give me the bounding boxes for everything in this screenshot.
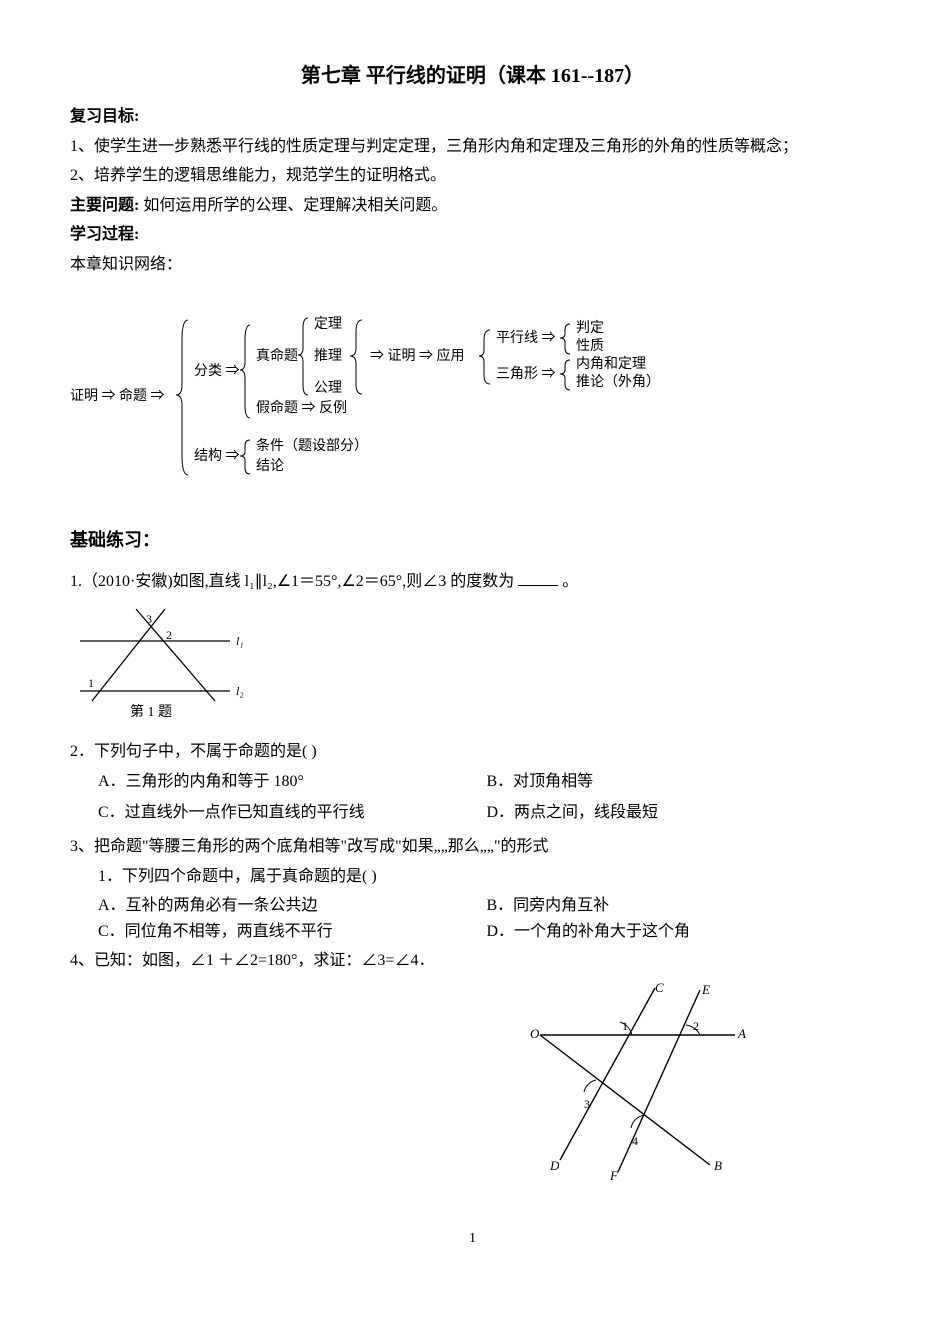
- q4-O: O: [530, 1026, 540, 1041]
- tree-tuilun-wai: 推论（外角）: [576, 374, 660, 390]
- tree-proof-apply: ⇒ 证明 ⇒ 应用: [370, 347, 465, 364]
- practice-header: 基础练习：: [70, 526, 875, 555]
- q3-row1: A．互补的两角必有一条公共边 B．同旁内角互补: [70, 893, 875, 919]
- q4-F: F: [609, 1168, 619, 1180]
- q2-row1: A．三角形的内角和等于 180° B．对顶角相等: [70, 769, 875, 795]
- knowledge-tree-diagram: 证明 ⇒ 命题 ⇒ 分类 ⇒ 真命题 定理 推理 公理 ⇒ 证明 ⇒ 应用 平行…: [70, 290, 875, 509]
- process-header: 学习过程:: [70, 222, 875, 248]
- tree-xingzhi: 性质: [576, 338, 604, 354]
- tree-triangle: 三角形 ⇒: [496, 366, 556, 382]
- tree-parallel: 平行线 ⇒: [496, 330, 556, 346]
- tree-dingli: 定理: [314, 316, 342, 332]
- q4-a1: 1: [622, 1019, 628, 1033]
- tree-false-prop: 假命题 ⇒ 反例: [256, 399, 347, 416]
- tree-fenlei: 分类 ⇒: [194, 363, 240, 379]
- process-text: 本章知识网络：: [70, 252, 875, 278]
- main-question-text: 如何运用所学的公理、定理解决相关问题。: [143, 197, 447, 214]
- q1-text: 1.（2010·安徽)如图,直线 l₁∥l₂,∠1＝55°,∠2＝65°,则∠3…: [70, 573, 514, 590]
- q3-A: A．互补的两角必有一条公共边: [98, 893, 487, 919]
- q4-D: D: [549, 1158, 560, 1173]
- q1-angle1: 1: [88, 676, 94, 690]
- q4-figure: O A B C D E F 1 2 3 4: [500, 980, 875, 1189]
- tree-root: 证明 ⇒ 命题 ⇒: [70, 387, 165, 404]
- q2-C: C．过直线外一点作已知直线的平行线: [98, 800, 487, 826]
- tree-tuilun: 推理: [314, 348, 342, 364]
- tree-jielun: 结论: [256, 458, 284, 474]
- q4-A: A: [737, 1026, 746, 1041]
- page-number: 1: [70, 1228, 875, 1250]
- main-question: 主要问题: 如何运用所学的公理、定理解决相关问题。: [70, 193, 875, 219]
- q2-stem: 2．下列句子中，不属于命题的是( ): [70, 739, 875, 765]
- q4-a2: 2: [693, 1019, 699, 1033]
- goal-2: 2、培养学生的逻辑思维能力，规范学生的证明格式。: [70, 163, 875, 189]
- main-question-label: 主要问题:: [70, 197, 139, 214]
- q4-a4: 4: [632, 1134, 638, 1148]
- q2-A: A．三角形的内角和等于 180°: [98, 769, 487, 795]
- q3-D: D．一个角的补角大于这个角: [487, 919, 876, 945]
- tree-gongli: 公理: [314, 381, 342, 396]
- q1-l1: l₁: [236, 634, 244, 648]
- goals-header: 复习目标:: [70, 104, 875, 130]
- tree-panduan: 判定: [576, 320, 604, 336]
- tree-true-prop: 真命题: [256, 347, 298, 364]
- q1-period: 。: [562, 573, 578, 590]
- process-header-text: 学习过程:: [70, 226, 139, 243]
- tree-neijiaohe: 内角和定理: [576, 356, 646, 372]
- q2-B: B．对顶角相等: [487, 769, 876, 795]
- q4-B: B: [714, 1158, 722, 1173]
- tree-tiaojian: 条件（题设部分）: [256, 437, 368, 454]
- q3-stem: 3、把命题"等腰三角形的两个底角相等"改写成"如果„„那么„„"的形式: [70, 834, 875, 860]
- goal-1: 1、使学生进一步熟悉平行线的性质定理与判定定理，三角形内角和定理及三角形的外角的…: [70, 134, 875, 160]
- q1-figure: 3 2 1 l₁ l₂ 第 1 题: [70, 601, 875, 730]
- q2-D: D．两点之间，线段最短: [487, 800, 876, 826]
- q3-sub1: 1．下列四个命题中，属于真命题的是( ): [70, 864, 875, 890]
- q4-a3: 3: [584, 1097, 590, 1111]
- q2-row2: C．过直线外一点作已知直线的平行线 D．两点之间，线段最短: [70, 800, 875, 826]
- q3-row2: C．同位角不相等，两直线不平行 D．一个角的补角大于这个角: [70, 919, 875, 945]
- q1-angle2: 2: [166, 628, 172, 642]
- q4-C: C: [655, 980, 664, 995]
- goals-header-text: 复习目标:: [70, 108, 139, 125]
- q3-B: B．同旁内角互补: [487, 893, 876, 919]
- q1-caption: 第 1 题: [130, 703, 172, 720]
- q1-blank: [518, 569, 558, 586]
- q1-l2: l₂: [236, 684, 244, 698]
- q1-stem: 1.（2010·安徽)如图,直线 l₁∥l₂,∠1＝55°,∠2＝65°,则∠3…: [70, 569, 875, 595]
- q4-stem: 4、已知：如图，∠1 ＋∠2=180°，求证：∠3=∠4．: [70, 948, 875, 974]
- tree-jiegou: 结构 ⇒: [194, 448, 240, 464]
- q4-E: E: [701, 982, 710, 997]
- q1-angle3: 3: [146, 612, 152, 626]
- chapter-title: 第七章 平行线的证明（课本 161--187）: [70, 60, 875, 92]
- q3-C: C．同位角不相等，两直线不平行: [98, 919, 487, 945]
